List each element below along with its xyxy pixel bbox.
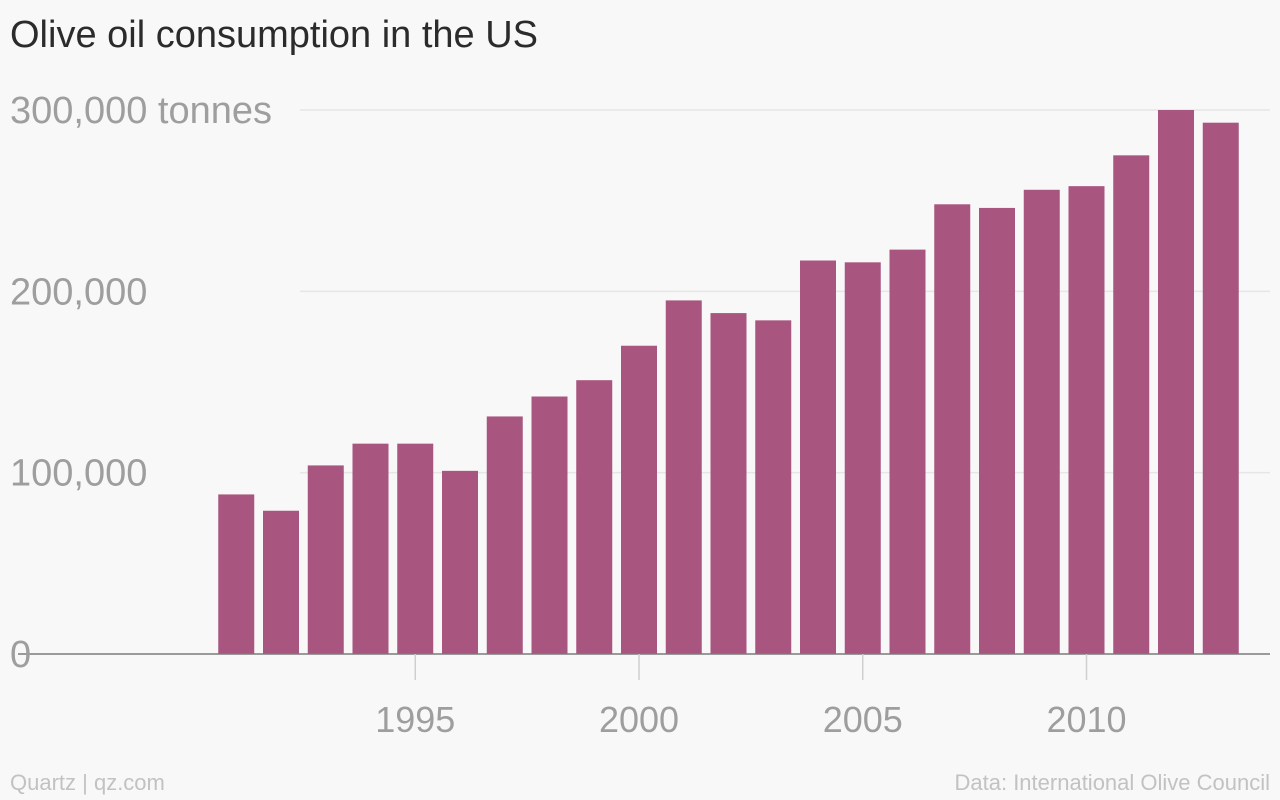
- chart-title: Olive oil consumption in the US: [10, 14, 539, 56]
- bar: [486, 416, 523, 654]
- bar: [755, 320, 792, 654]
- bar: [397, 443, 434, 654]
- x-tick-label: 1995: [375, 699, 455, 740]
- bar: [218, 494, 255, 654]
- bars: [218, 110, 1239, 655]
- axes: [18, 653, 1270, 680]
- x-tick-label: 2010: [1046, 699, 1126, 740]
- bar: [934, 204, 971, 654]
- bar: [1202, 122, 1239, 654]
- bar: [889, 249, 926, 655]
- y-tick-label: 0: [10, 634, 31, 676]
- x-tick-label: 2005: [823, 699, 903, 740]
- bar: [1158, 110, 1194, 654]
- bar: [1023, 189, 1060, 654]
- bar: [844, 262, 881, 654]
- bar: [1068, 186, 1105, 654]
- bar: [263, 510, 299, 654]
- bar: [576, 380, 613, 654]
- bar: [352, 443, 389, 654]
- bar: [979, 207, 1015, 655]
- y-tick-label: 200,000: [10, 271, 147, 313]
- bar: [1113, 155, 1150, 655]
- bar: [621, 345, 657, 654]
- y-tick-label: 300,000 tonnes: [10, 90, 272, 132]
- tick-labels: 0 100,000 200,000 300,000 tonnes 1995 2000 200…: [10, 90, 1127, 740]
- bar: [665, 300, 702, 654]
- bar: [531, 396, 568, 654]
- bar: [710, 313, 747, 654]
- footer-source-left: Quartz | qz.com: [10, 770, 165, 795]
- x-tick-label: 2000: [599, 699, 679, 740]
- footer-source-right: Data: International Olive Council: [954, 770, 1271, 795]
- bar: [442, 470, 478, 654]
- bar: [800, 260, 836, 654]
- bar: [307, 465, 344, 654]
- y-tick-label: 100,000: [10, 453, 147, 495]
